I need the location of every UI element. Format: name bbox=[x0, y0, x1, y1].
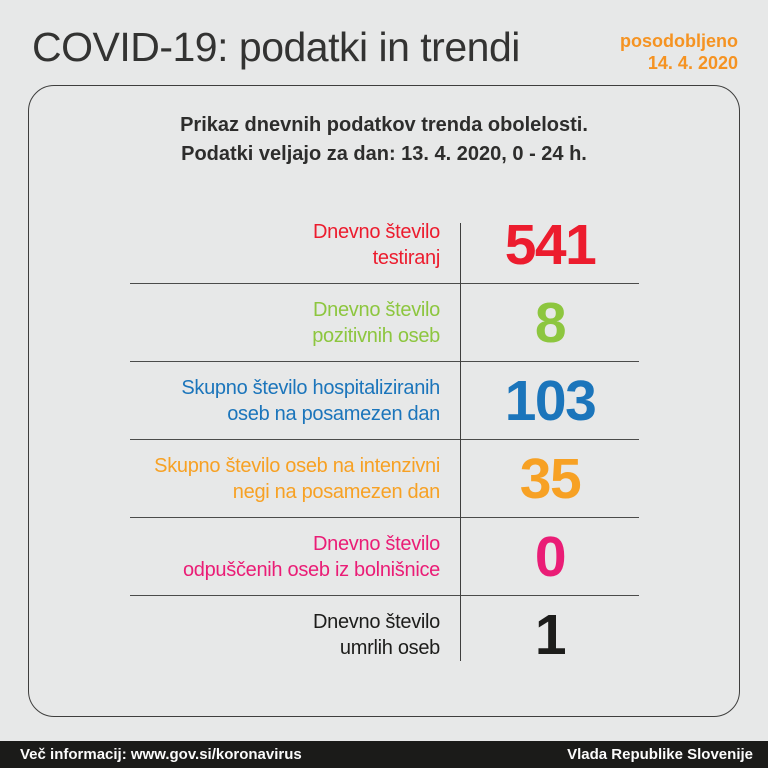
stat-row-odpusceni: Dnevno število odpuščenih oseb iz bolniš… bbox=[130, 518, 639, 596]
stats-rows: Dnevno število testiranj 541 Dnevno štev… bbox=[130, 206, 639, 674]
stat-row-intenzivna-nega: Skupno število oseb na intenzivni negi n… bbox=[130, 440, 639, 518]
vertical-divider bbox=[460, 223, 462, 661]
stat-label: Dnevno število testiranj bbox=[130, 219, 461, 271]
stat-row-hospitalizirani: Skupno število hospitaliziranih oseb na … bbox=[130, 362, 639, 440]
updated-label: posodobljeno bbox=[620, 31, 738, 51]
stat-label-line2: negi na posamezen dan bbox=[232, 480, 441, 503]
stat-label-line2: odpuščenih oseb iz bolnišnice bbox=[182, 558, 440, 581]
stat-label: Skupno število oseb na intenzivni negi n… bbox=[130, 453, 461, 505]
stat-row-testiranj: Dnevno število testiranj 541 bbox=[130, 206, 639, 284]
stat-label: Skupno število hospitaliziranih oseb na … bbox=[130, 375, 461, 427]
stat-value: 0 bbox=[534, 524, 567, 589]
updated-date: 14. 4. 2020 bbox=[647, 53, 738, 73]
stat-label-line1: Dnevno število bbox=[313, 611, 440, 633]
footer-bar: Več informacij: www.gov.si/koronavirus V… bbox=[0, 741, 768, 768]
stat-value: 8 bbox=[534, 290, 567, 355]
card-header-line1: Prikaz dnevnih podatkov trenda obolelost… bbox=[180, 114, 588, 136]
stat-label-line1: Dnevno število bbox=[313, 532, 440, 555]
stat-label: Dnevno število odpuščenih oseb iz bolniš… bbox=[130, 531, 461, 583]
stat-row-pozitivni: Dnevno število pozitivnih oseb 8 bbox=[130, 284, 639, 362]
stat-value: 103 bbox=[504, 368, 597, 433]
footer-info-link: Več informacij: www.gov.si/koronavirus bbox=[20, 746, 302, 763]
stat-label-line2: oseb na posamezen dan bbox=[227, 402, 440, 425]
stat-label: Dnevno število umrlih oseb bbox=[130, 609, 461, 661]
stat-label-line2: testiranj bbox=[372, 246, 441, 269]
stat-label: Dnevno število pozitivnih oseb bbox=[130, 297, 461, 349]
stat-value: 35 bbox=[519, 446, 582, 511]
footer-government-label: Vlada Republike Slovenije bbox=[567, 746, 753, 763]
stat-value: 1 bbox=[534, 603, 567, 667]
stat-label-line2: umrlih oseb bbox=[339, 637, 440, 659]
page-title: COVID-19: podatki in trendi bbox=[32, 24, 520, 70]
stat-row-umrli: Dnevno število umrlih oseb 1 bbox=[130, 596, 639, 674]
stat-value: 541 bbox=[504, 212, 597, 277]
updated-badge: posodobljeno 14. 4. 2020 bbox=[620, 30, 738, 74]
stat-label-line2: pozitivnih oseb bbox=[312, 324, 440, 347]
stat-label-line1: Skupno število oseb na intenzivni bbox=[154, 454, 440, 477]
stat-label-line1: Skupno število hospitaliziranih bbox=[181, 376, 440, 399]
card-header: Prikaz dnevnih podatkov trenda obolelost… bbox=[29, 86, 739, 169]
stat-label-line1: Dnevno število bbox=[313, 220, 440, 243]
card-header-line2: Podatki veljajo za dan: 13. 4. 2020, 0 -… bbox=[181, 143, 587, 165]
stats-card: Prikaz dnevnih podatkov trenda obolelost… bbox=[28, 85, 740, 717]
stat-label-line1: Dnevno število bbox=[313, 298, 440, 321]
